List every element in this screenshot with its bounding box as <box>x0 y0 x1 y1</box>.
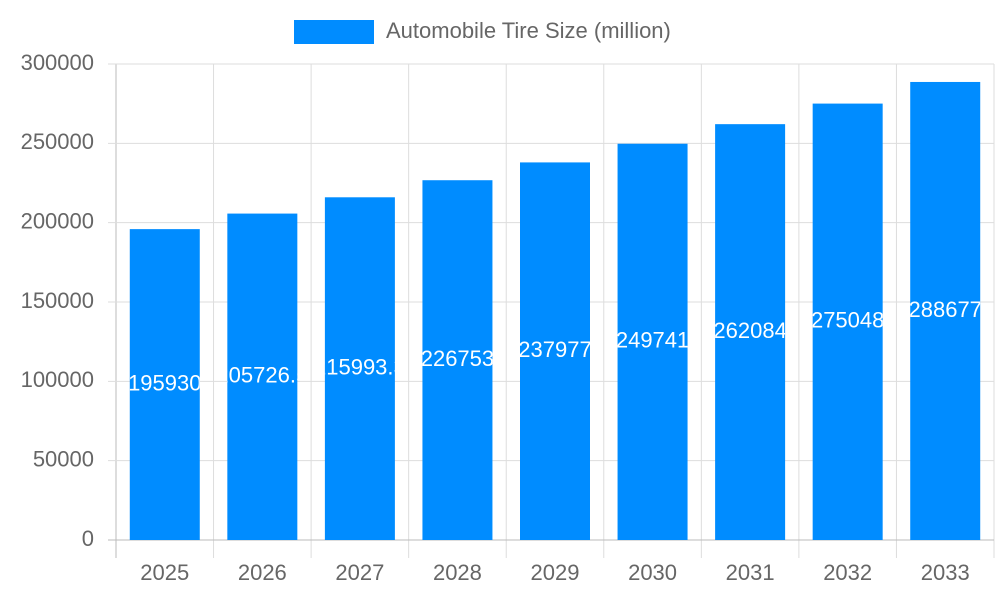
value-label: 226753 <box>421 346 494 371</box>
value-label: 262084 <box>713 318 786 343</box>
value-label: 249741 <box>616 328 689 353</box>
x-tick-label: 2033 <box>921 560 970 585</box>
bar <box>129 229 200 541</box>
x-tick-label: 2025 <box>140 560 189 585</box>
bar <box>715 124 786 540</box>
bar <box>520 162 590 540</box>
value-label: 195930 <box>128 370 201 395</box>
y-tick-label: 300000 <box>21 50 94 75</box>
bar <box>227 213 298 540</box>
y-tick-label: 200000 <box>21 208 94 233</box>
value-label: 237977 <box>518 337 591 362</box>
legend-label: Automobile Tire Size (million) <box>386 18 671 43</box>
value-label: 288677 <box>909 297 982 322</box>
value-label: 215993.3 <box>314 354 406 379</box>
y-tick-label: 50000 <box>33 446 94 471</box>
value-label: 205726.5 <box>216 363 308 388</box>
x-tick-label: 2026 <box>238 560 287 585</box>
x-tick-label: 2031 <box>726 560 775 585</box>
y-tick-label: 250000 <box>21 129 94 154</box>
x-tick-label: 2027 <box>335 560 384 585</box>
y-tick-label: 0 <box>82 526 94 551</box>
x-tick-label: 2028 <box>433 560 482 585</box>
bar <box>324 197 395 540</box>
y-tick-label: 150000 <box>21 288 94 313</box>
x-tick-label: 2030 <box>628 560 677 585</box>
bar <box>617 143 688 541</box>
bar <box>422 180 493 540</box>
y-tick-label: 100000 <box>21 367 94 392</box>
bar <box>812 103 883 540</box>
value-label: 275048 <box>811 308 884 333</box>
x-tick-label: 2029 <box>531 560 580 585</box>
legend-swatch <box>294 20 374 44</box>
bar <box>910 81 981 541</box>
x-tick-label: 2032 <box>823 560 872 585</box>
